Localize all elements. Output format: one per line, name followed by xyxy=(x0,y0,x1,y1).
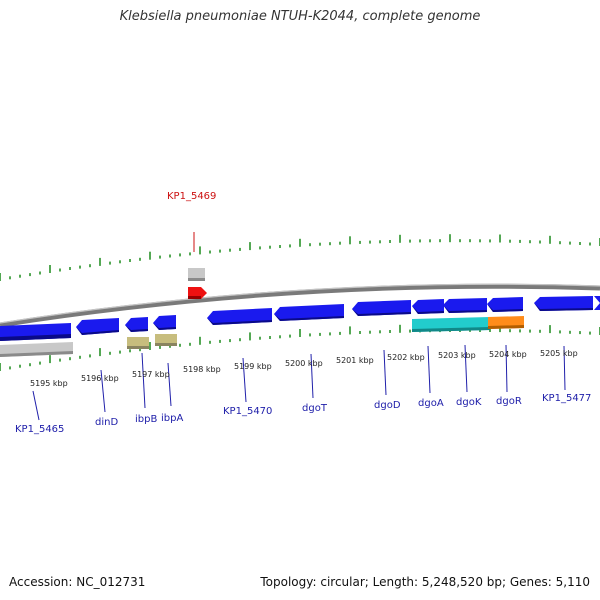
gene-arrow-ibpB xyxy=(125,317,148,332)
gene-label-ibpA: ibpA xyxy=(161,413,183,424)
gene-arrow-dgoR xyxy=(487,297,523,312)
gene-label-dgoR: dgoR xyxy=(496,396,522,407)
gene-label-dgoT: dgoT xyxy=(302,403,328,414)
tick-label: 5200 kbp xyxy=(285,359,323,368)
gene-arrow-KP1_5465 xyxy=(0,323,71,341)
feature-KP1_5465-extent xyxy=(0,342,73,357)
gene-arrow-dgoA xyxy=(412,299,444,314)
gene-label-ibpB: ibpB xyxy=(135,414,157,425)
gene-label-dgoA: dgoA xyxy=(418,398,444,409)
tick-label: 5203 kbp xyxy=(438,351,476,360)
gene-arrow-KP1_5477 xyxy=(534,296,600,311)
tick-label: 5202 kbp xyxy=(387,353,425,362)
gene-arrow-KP1_5469 xyxy=(188,287,207,299)
feature-dgo-operon-cyan xyxy=(412,317,490,332)
tick-label: 5198 kbp xyxy=(183,365,221,374)
tick-label: 5199 kbp xyxy=(234,362,272,371)
genome-backbone xyxy=(0,283,600,328)
gene-arrow-dgoD xyxy=(352,300,411,316)
gene-arrow-KP1_5469-upper-box xyxy=(188,268,205,281)
gene-arrow-dinD xyxy=(76,318,119,335)
gene-label-KP1_5477: KP1_5477 xyxy=(542,393,591,404)
gene-label-KP1_5470: KP1_5470 xyxy=(223,406,272,417)
feature-ibpA-box xyxy=(155,334,177,346)
gene-arrow-KP1_5470 xyxy=(207,308,272,325)
gene-arrow-dgoT xyxy=(274,304,344,321)
gene-label-dgoD: dgoD xyxy=(374,400,401,411)
gene-arrow-dgoK xyxy=(443,298,487,313)
gene-label-dgoK: dgoK xyxy=(456,397,482,408)
feature-dgo-operon-orange xyxy=(488,316,524,329)
tick-label: 5204 kbp xyxy=(489,350,527,359)
tick-label: 5205 kbp xyxy=(540,349,578,358)
gene-label-KP1_5465: KP1_5465 xyxy=(15,424,64,435)
map-title: Klebsiella pneumoniae NTUH-K2044, comple… xyxy=(119,9,481,24)
tick-label: 5195 kbp xyxy=(30,379,68,388)
tick-label: 5201 kbp xyxy=(336,356,374,365)
tick-label: 5196 kbp xyxy=(81,374,119,383)
accession-text: Accession: NC_012731 xyxy=(9,575,146,589)
tick-label: 5197 kbp xyxy=(132,370,170,379)
gene-label-dinD: dinD xyxy=(95,417,118,428)
gene-label-KP1_5469: KP1_5469 xyxy=(167,191,216,202)
forward-scale-ticks xyxy=(0,234,600,281)
feature-ibpB-box xyxy=(127,337,149,349)
topology-text: Topology: circular; Length: 5,248,520 bp… xyxy=(260,575,590,589)
gene-arrow-ibpA xyxy=(153,315,176,330)
